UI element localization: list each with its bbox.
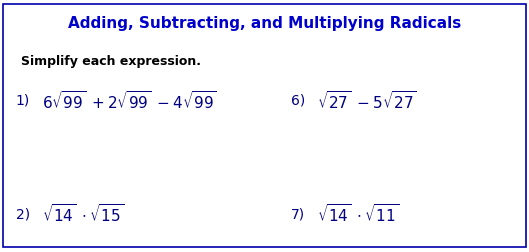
FancyBboxPatch shape xyxy=(3,4,526,247)
Text: Adding, Subtracting, and Multiplying Radicals: Adding, Subtracting, and Multiplying Rad… xyxy=(68,16,461,32)
Text: 1): 1) xyxy=(16,94,30,108)
Text: 2): 2) xyxy=(16,207,30,221)
Text: $6\sqrt{99}\; + 2\sqrt{99}\; - 4\sqrt{99}$: $6\sqrt{99}\; + 2\sqrt{99}\; - 4\sqrt{99… xyxy=(42,90,217,112)
Text: 7): 7) xyxy=(291,207,305,221)
Text: Simplify each expression.: Simplify each expression. xyxy=(21,55,201,69)
Text: $\sqrt{14}\; \cdot \sqrt{15}$: $\sqrt{14}\; \cdot \sqrt{15}$ xyxy=(42,203,124,225)
Text: 6): 6) xyxy=(291,94,305,108)
Text: $\sqrt{14}\; \cdot \sqrt{11}$: $\sqrt{14}\; \cdot \sqrt{11}$ xyxy=(317,203,399,225)
Text: $\sqrt{27}\; - 5\sqrt{27}$: $\sqrt{27}\; - 5\sqrt{27}$ xyxy=(317,90,417,112)
